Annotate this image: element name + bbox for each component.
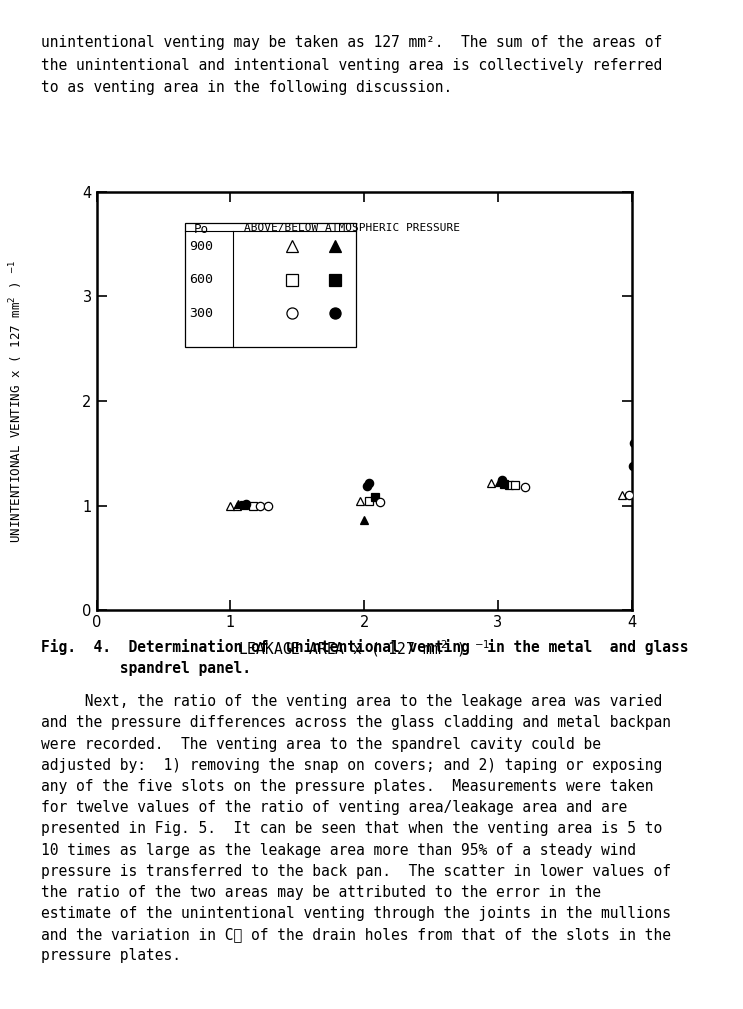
Bar	[185, 223, 356, 347]
Text: for twelve values of the ratio of venting area/leakage area and are: for twelve values of the ratio of ventin…	[41, 800, 627, 815]
Text: to as venting area in the following discussion.: to as venting area in the following disc…	[41, 80, 452, 95]
Text: 600: 600	[189, 273, 213, 287]
Text: presented in Fig. 5.  It can be seen that when the venting area is 5 to: presented in Fig. 5. It can be seen that…	[41, 821, 662, 836]
Text: and the pressure differences across the glass cladding and metal backpan: and the pressure differences across the …	[41, 715, 671, 731]
Text: 900: 900	[189, 240, 213, 252]
Text: estimate of the unintentional venting through the joints in the mullions: estimate of the unintentional venting th…	[41, 906, 671, 921]
Text: and the variation in Cᴅ of the drain holes from that of the slots in the: and the variation in Cᴅ of the drain hol…	[41, 927, 671, 942]
X-axis label: LEAKAGE AREA x ( 127 mm$^{2}$ ) $^{-1}$: LEAKAGE AREA x ( 127 mm$^{2}$ ) $^{-1}$	[238, 639, 490, 659]
Text: 10 times as large as the leakage area more than 95% of a steady wind: 10 times as large as the leakage area mo…	[41, 843, 636, 858]
Text: the ratio of the two areas may be attributed to the error in the: the ratio of the two areas may be attrib…	[41, 885, 601, 900]
Text: UNINTENTIONAL VENTING x ( 127 mm$^{2}$ ) $^{-1}$: UNINTENTIONAL VENTING x ( 127 mm$^{2}$ )…	[7, 259, 25, 543]
Text: adjusted by:  1) removing the snap on covers; and 2) taping or exposing: adjusted by: 1) removing the snap on cov…	[41, 758, 662, 773]
Text: pressure plates.: pressure plates.	[41, 948, 181, 964]
Text: Po: Po	[193, 223, 208, 236]
Text: the unintentional and intentional venting area is collectively referred: the unintentional and intentional ventin…	[41, 58, 662, 73]
Text: Fig.  4.  Determination of  unintentional venting  in the metal  and glass: Fig. 4. Determination of unintentional v…	[41, 639, 688, 655]
Text: ABOVE/BELOW ATMOSPHERIC PRESSURE: ABOVE/BELOW ATMOSPHERIC PRESSURE	[244, 223, 460, 233]
Text: were recorded.  The venting area to the spandrel cavity could be: were recorded. The venting area to the s…	[41, 737, 601, 752]
Text: 300: 300	[189, 307, 213, 320]
Text: unintentional venting may be taken as 127 mm².  The sum of the areas of: unintentional venting may be taken as 12…	[41, 35, 662, 50]
Text: any of the five slots on the pressure plates.  Measurements were taken: any of the five slots on the pressure pl…	[41, 779, 653, 794]
Text: pressure is transferred to the back pan.  The scatter in lower values of: pressure is transferred to the back pan.…	[41, 864, 671, 879]
Text: Next, the ratio of the venting area to the leakage area was varied: Next, the ratio of the venting area to t…	[41, 694, 662, 709]
Text: spandrel panel.: spandrel panel.	[41, 661, 251, 676]
